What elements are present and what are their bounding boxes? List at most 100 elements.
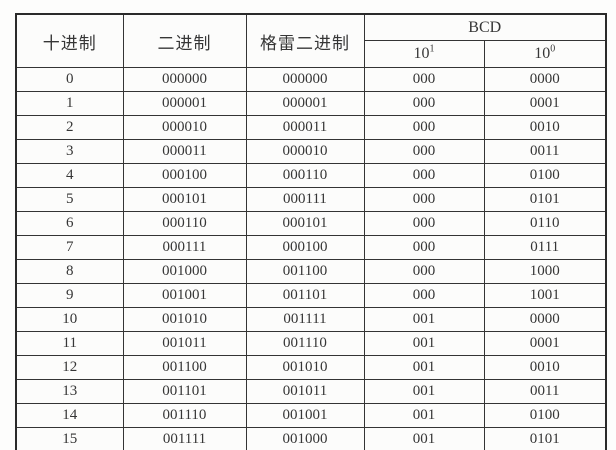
- cell-decimal: 1: [15, 91, 124, 116]
- cell-binary: 000000: [122, 67, 247, 92]
- cell-bcd-ones: 0100: [483, 163, 607, 188]
- cell-decimal: 8: [15, 259, 124, 284]
- cell-bcd-ones: 1000: [483, 259, 607, 284]
- cell-binary: 001001: [122, 283, 247, 308]
- cell-bcd-tens: 000: [363, 283, 485, 308]
- code-conversion-table: 十进制 二进制 格雷二进制 BCD 101 100 0 000000 000000 0…: [15, 13, 607, 450]
- cell-bcd-tens: 001: [363, 355, 485, 380]
- header-decimal: 十进制: [15, 13, 124, 68]
- table-row: 10 001010 001111 001 0000: [15, 307, 607, 332]
- cell-decimal: 10: [15, 307, 124, 332]
- cell-gray: 000001: [245, 91, 365, 116]
- cell-bcd-ones: 0011: [483, 139, 607, 164]
- cell-bcd-ones: 0101: [483, 427, 607, 450]
- power-exponent-tens: 1: [429, 43, 435, 55]
- cell-gray: 001001: [245, 403, 365, 428]
- table-row: 13 001101 001011 001 0011: [15, 379, 607, 404]
- power-base-tens: 10: [413, 45, 430, 62]
- cell-binary: 000011: [122, 139, 247, 164]
- cell-binary: 000111: [122, 235, 247, 260]
- table-row: 2 000010 000011 000 0010: [15, 115, 607, 140]
- cell-bcd-tens: 000: [363, 139, 485, 164]
- cell-gray: 000010: [245, 139, 365, 164]
- header-bcd-group: BCD: [363, 13, 607, 41]
- cell-gray: 001111: [245, 307, 365, 332]
- table-row: 3 000011 000010 000 0011: [15, 139, 607, 164]
- cell-gray: 000110: [245, 163, 365, 188]
- cell-binary: 000100: [122, 163, 247, 188]
- cell-decimal: 5: [15, 187, 124, 212]
- cell-bcd-ones: 0101: [483, 187, 607, 212]
- cell-decimal: 0: [15, 67, 124, 92]
- table-row: 4 000100 000110 000 0100: [15, 163, 607, 188]
- cell-gray: 000101: [245, 211, 365, 236]
- table-row: 11 001011 001110 001 0001: [15, 331, 607, 356]
- cell-gray: 000100: [245, 235, 365, 260]
- table-body: 0 000000 000000 000 0000 1 000001 000001 000 0001…: [15, 67, 607, 450]
- cell-decimal: 9: [15, 283, 124, 308]
- cell-bcd-ones: 0010: [483, 115, 607, 140]
- cell-bcd-tens: 001: [363, 307, 485, 332]
- cell-gray: 000111: [245, 187, 365, 212]
- cell-binary: 001000: [122, 259, 247, 284]
- cell-binary: 000110: [122, 211, 247, 236]
- cell-bcd-tens: 000: [363, 259, 485, 284]
- header-row-top: 十进制 二进制 格雷二进制 BCD: [15, 13, 607, 68]
- cell-binary: 000101: [122, 187, 247, 212]
- cell-gray: 001010: [245, 355, 365, 380]
- cell-decimal: 6: [15, 211, 124, 236]
- cell-decimal: 7: [15, 235, 124, 260]
- table-row: 5 000101 000111 000 0101: [15, 187, 607, 212]
- cell-bcd-tens: 000: [363, 235, 485, 260]
- cell-decimal: 3: [15, 139, 124, 164]
- table-row: 12 001100 001010 001 0010: [15, 355, 607, 380]
- cell-bcd-ones: 0100: [483, 403, 607, 428]
- cell-bcd-tens: 000: [363, 67, 485, 92]
- cell-gray: 001011: [245, 379, 365, 404]
- cell-decimal: 12: [15, 355, 124, 380]
- cell-binary: 001011: [122, 331, 247, 356]
- cell-bcd-ones: 0000: [483, 67, 607, 92]
- cell-binary: 000010: [122, 115, 247, 140]
- header-bcd-tens: 101: [363, 40, 485, 68]
- cell-bcd-ones: 0010: [483, 355, 607, 380]
- table-row: 1 000001 000001 000 0001: [15, 91, 607, 116]
- cell-decimal: 15: [15, 427, 124, 450]
- cell-bcd-ones: 1001: [483, 283, 607, 308]
- cell-bcd-tens: 001: [363, 379, 485, 404]
- cell-gray: 001101: [245, 283, 365, 308]
- cell-binary: 001100: [122, 355, 247, 380]
- cell-gray: 001100: [245, 259, 365, 284]
- cell-bcd-tens: 001: [363, 403, 485, 428]
- table-row: 7 000111 000100 000 0111: [15, 235, 607, 260]
- cell-bcd-tens: 000: [363, 187, 485, 212]
- cell-bcd-tens: 000: [363, 91, 485, 116]
- header-gray-binary: 格雷二进制: [245, 13, 365, 68]
- cell-decimal: 4: [15, 163, 124, 188]
- cell-binary: 000001: [122, 91, 247, 116]
- header-bcd-ones: 100: [483, 40, 607, 68]
- cell-decimal: 13: [15, 379, 124, 404]
- cell-decimal: 14: [15, 403, 124, 428]
- cell-bcd-tens: 001: [363, 331, 485, 356]
- table-row: 9 001001 001101 000 1001: [15, 283, 607, 308]
- header-binary: 二进制: [122, 13, 247, 68]
- cell-bcd-ones: 0001: [483, 91, 607, 116]
- cell-binary: 001101: [122, 379, 247, 404]
- cell-bcd-ones: 0111: [483, 235, 607, 260]
- cell-binary: 001110: [122, 403, 247, 428]
- cell-bcd-ones: 0110: [483, 211, 607, 236]
- table-row: 15 001111 001000 001 0101: [15, 427, 607, 450]
- cell-bcd-tens: 001: [363, 427, 485, 450]
- table-row: 6 000110 000101 000 0110: [15, 211, 607, 236]
- cell-bcd-ones: 0000: [483, 307, 607, 332]
- cell-bcd-tens: 000: [363, 115, 485, 140]
- cell-bcd-ones: 0011: [483, 379, 607, 404]
- cell-binary: 001111: [122, 427, 247, 450]
- cell-decimal: 11: [15, 331, 124, 356]
- cell-binary: 001010: [122, 307, 247, 332]
- table-row: 14 001110 001001 001 0100: [15, 403, 607, 428]
- power-exponent-ones: 0: [550, 43, 556, 55]
- table-row: 0 000000 000000 000 0000: [15, 67, 607, 92]
